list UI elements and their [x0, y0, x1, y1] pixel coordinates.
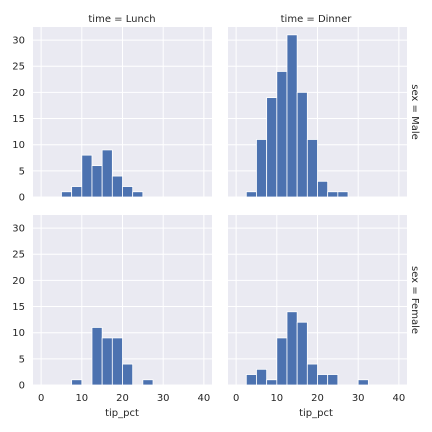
y-tick-label: 25 — [12, 250, 25, 261]
histogram-bar — [306, 363, 318, 386]
histogram-bar — [276, 337, 288, 386]
x-tick-label: 40 — [392, 393, 405, 404]
panel-lunch-male: 0 5 10 15 20 25 30 — [12, 27, 212, 204]
histogram-bar — [327, 374, 339, 386]
histogram-bar — [101, 337, 113, 386]
histogram-bar — [81, 154, 93, 198]
histogram-bar — [317, 180, 329, 198]
histogram-bar — [296, 91, 308, 198]
y-tick-label: 15 — [12, 302, 25, 313]
histogram-bar — [132, 191, 144, 198]
y-tick-label: 20 — [12, 88, 25, 99]
histogram-bar — [327, 191, 339, 198]
y-tick-label: 0 — [19, 193, 25, 204]
x-axis-label-left: tip_pct — [105, 408, 139, 419]
x-tick-label: 30 — [352, 393, 365, 404]
histogram-bar — [266, 97, 278, 198]
histogram-bar — [101, 149, 113, 198]
histogram-bar — [61, 191, 73, 198]
histogram-bar — [111, 175, 123, 198]
histogram-bar — [276, 71, 288, 198]
histogram-bar — [245, 374, 257, 386]
histogram-bar — [337, 191, 349, 198]
y-tick-label: 30 — [12, 224, 25, 235]
y-tick-label: 5 — [19, 354, 25, 365]
histogram-bar — [142, 379, 154, 386]
x-tick-label: 0 — [233, 393, 239, 404]
y-tick-label: 0 — [19, 381, 25, 392]
y-tick-label: 10 — [12, 140, 25, 151]
histogram-bar — [296, 321, 308, 386]
histogram-bar — [91, 327, 103, 386]
panel-dinner-male — [228, 27, 407, 198]
x-tick-label: 30 — [157, 393, 170, 404]
facet-title-lunch: time = Lunch — [88, 14, 155, 25]
histogram-bar — [71, 379, 83, 386]
y-tick-label: 10 — [12, 328, 25, 339]
histogram-bar — [256, 368, 268, 386]
x-tick-label: 20 — [311, 393, 324, 404]
histogram-bar — [317, 374, 329, 386]
y-tick-label: 25 — [12, 62, 25, 73]
histogram-bar — [122, 186, 134, 198]
y-tick-label: 15 — [12, 114, 25, 125]
histogram-bar — [306, 139, 318, 198]
y-tick-label: 5 — [19, 166, 25, 177]
histogram-bar — [71, 186, 83, 198]
histogram-bar — [111, 337, 123, 386]
x-axis-label-right: tip_pct — [299, 408, 333, 419]
histogram-bar — [286, 311, 298, 386]
histogram-bar — [266, 379, 278, 386]
x-tick-label: 10 — [270, 393, 283, 404]
row-title-female: sex = Female — [409, 266, 420, 334]
y-tick-label: 30 — [12, 36, 25, 47]
panel-dinner-female: 0 10 20 30 40 — [228, 215, 407, 404]
histogram-bar — [357, 379, 369, 386]
row-title-male: sex = Male — [409, 84, 420, 140]
histogram-bar — [91, 165, 103, 198]
facet-title-dinner: time = Dinner — [281, 14, 353, 25]
x-tick-label: 40 — [197, 393, 210, 404]
panel-lunch-female: 0 5 10 15 20 25 30 0 10 20 30 40 — [12, 215, 212, 404]
x-tick-label: 10 — [75, 393, 88, 404]
x-tick-label: 0 — [38, 393, 44, 404]
histogram-bar — [286, 34, 298, 198]
histogram-bar — [256, 139, 268, 198]
x-tick-label: 20 — [116, 393, 129, 404]
y-tick-label: 20 — [12, 276, 25, 287]
histogram-bar — [122, 363, 134, 386]
histogram-bar — [245, 191, 257, 198]
